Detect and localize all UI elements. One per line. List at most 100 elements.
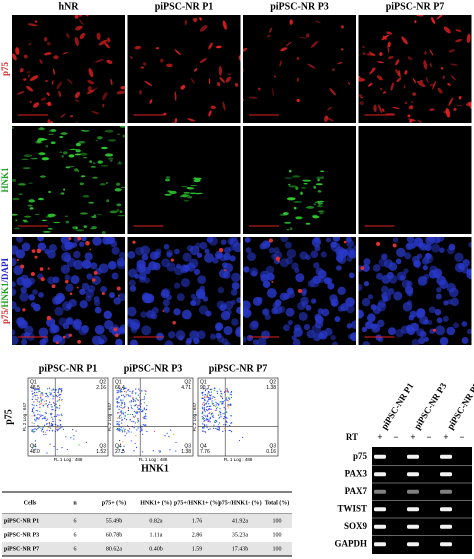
flow-event — [209, 428, 211, 430]
flow-event — [75, 430, 77, 432]
flow-event — [212, 414, 214, 416]
gel-band — [407, 524, 419, 529]
flow-event — [116, 406, 118, 408]
cell-signal — [186, 186, 192, 189]
flow-event — [206, 417, 208, 419]
cell-signal — [23, 78, 27, 81]
nucleus — [425, 253, 432, 260]
flow-event — [60, 413, 62, 415]
flow-event — [137, 419, 139, 421]
flow-event — [216, 390, 218, 392]
cell-signal — [23, 54, 28, 59]
cell-signal — [317, 205, 323, 208]
table-cell: piPSC-NR P1 — [4, 518, 39, 524]
flow-event — [31, 409, 34, 411]
flow-event — [143, 408, 145, 410]
nucleus — [243, 336, 247, 344]
flow-event — [231, 422, 233, 424]
flow-event — [119, 414, 121, 417]
table-cell: 1.11a — [150, 532, 163, 538]
nucleus — [361, 326, 368, 333]
flow-event — [120, 411, 122, 413]
table-cell: 41.92a — [232, 518, 249, 524]
flow-event — [214, 387, 216, 390]
flow-event — [34, 428, 36, 430]
nucleus — [103, 310, 112, 320]
cell-signal — [62, 335, 66, 339]
flow-event — [40, 414, 42, 416]
cell-signal — [307, 63, 316, 69]
flow-event — [145, 415, 147, 418]
flow-event — [201, 406, 203, 408]
flow-event — [37, 388, 39, 390]
flow-event — [116, 397, 118, 399]
flow-event — [212, 396, 214, 398]
quadrant-value: 4.71 — [181, 385, 191, 391]
flow-event — [202, 391, 204, 393]
flow-event — [222, 402, 224, 404]
flow-event — [121, 451, 123, 454]
cell-signal — [109, 160, 113, 162]
nucleus — [295, 273, 305, 283]
table-cell: 100 — [273, 532, 282, 538]
cell-signal — [12, 53, 17, 61]
cell-signal — [317, 210, 325, 213]
nucleus — [12, 335, 19, 345]
cell-signal — [289, 19, 293, 25]
cell-signal — [12, 213, 18, 216]
cell-signal — [275, 256, 281, 262]
nucleus — [384, 259, 393, 269]
cell-signal — [392, 243, 397, 248]
flow-event — [120, 394, 123, 397]
nucleus — [412, 261, 419, 267]
flow-event — [223, 417, 225, 420]
cell-signal — [60, 192, 65, 195]
cell-signal — [119, 210, 123, 214]
table-cell: 6 — [74, 546, 77, 552]
flow-event — [32, 387, 34, 389]
micrograph-bg — [358, 15, 472, 123]
flow-event — [42, 414, 44, 417]
cell-signal — [26, 71, 31, 73]
nucleus — [395, 258, 402, 265]
nucleus — [214, 250, 223, 259]
cell-signal — [116, 182, 121, 186]
cell-signal — [39, 59, 43, 64]
nucleus — [260, 273, 269, 283]
flow-event — [50, 393, 52, 395]
flow-event — [120, 399, 122, 402]
flow-event — [47, 394, 49, 396]
flow-event — [208, 418, 210, 420]
flow-event — [36, 394, 38, 396]
flow-event — [213, 416, 215, 418]
nucleus — [118, 251, 125, 259]
flow-event — [207, 421, 209, 423]
nucleus — [348, 272, 355, 279]
cell-signal — [458, 95, 462, 100]
flow-event — [134, 405, 136, 407]
cell-signal — [23, 221, 29, 223]
nucleus — [61, 242, 70, 252]
flow-event — [128, 395, 130, 397]
gel-band — [440, 507, 452, 512]
nucleus — [65, 283, 74, 292]
flow-event — [227, 404, 229, 406]
flow-event — [37, 398, 39, 400]
rt-sign: + — [443, 432, 448, 442]
flow-event — [34, 420, 36, 422]
nucleus — [332, 237, 341, 242]
cell-signal — [208, 42, 213, 50]
nucleus — [70, 275, 80, 285]
flow-event — [123, 406, 125, 409]
cell-signal — [164, 193, 172, 196]
nucleus — [406, 237, 415, 243]
nucleus — [411, 255, 420, 264]
flow-event — [55, 394, 57, 396]
flow-event — [52, 395, 54, 397]
flow-event — [52, 408, 54, 411]
cell-signal — [15, 47, 20, 55]
flow-event — [62, 428, 65, 430]
flow-event — [36, 404, 38, 407]
flow-event — [125, 391, 127, 393]
cell-signal — [56, 341, 59, 345]
